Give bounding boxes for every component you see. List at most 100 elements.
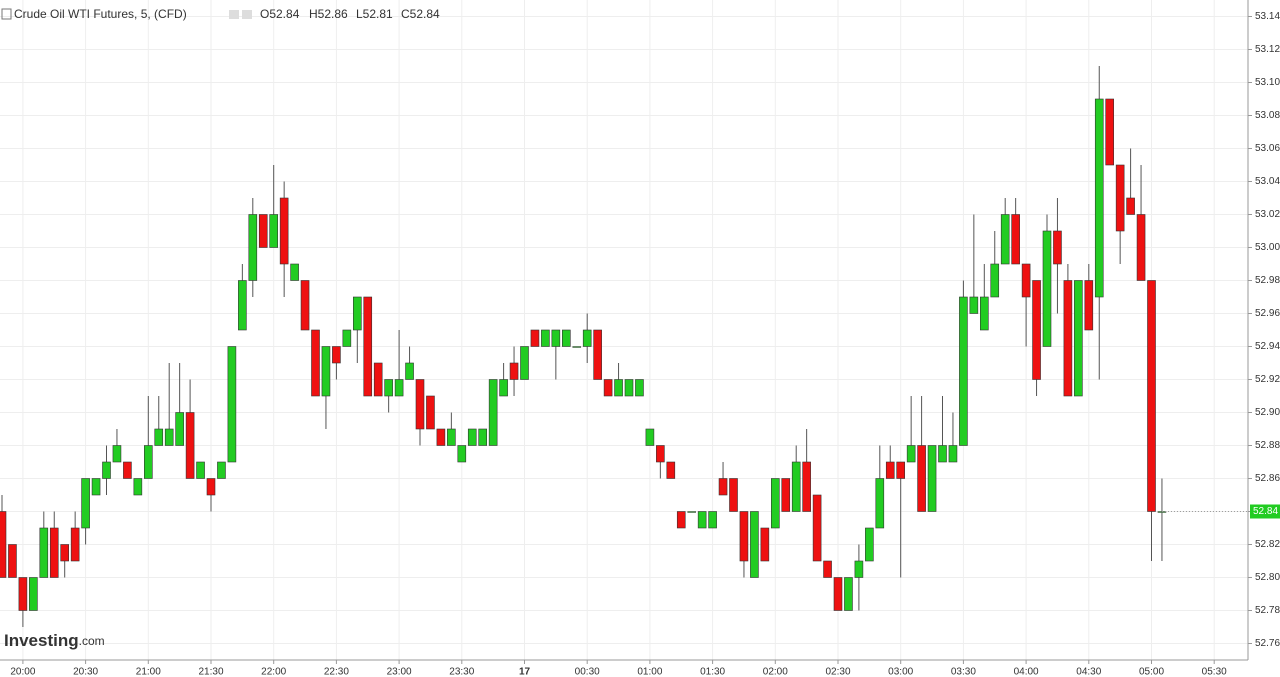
x-tick-label: 20:30: [73, 667, 98, 677]
candle-body: [729, 478, 738, 512]
candle-body: [791, 461, 801, 512]
candle-body: [1084, 280, 1094, 331]
candle-body: [1147, 280, 1156, 512]
x-tick-label: 03:00: [888, 667, 913, 677]
watermark-brand: Investing: [4, 631, 79, 650]
candle-body: [520, 346, 529, 380]
candle-body: [1042, 230, 1052, 347]
candle-body: [1032, 280, 1041, 380]
y-tick-label: 53.14: [1255, 11, 1280, 22]
candle-body: [676, 511, 686, 529]
candle-body: [279, 197, 289, 265]
close-icon[interactable]: [242, 10, 252, 19]
candle-body: [39, 527, 49, 578]
ohlc-close: C52.84: [401, 7, 440, 21]
candle-body: [457, 445, 467, 463]
x-tick-label: 04:00: [1014, 667, 1039, 677]
ohlc-open: O52.84: [260, 7, 300, 21]
candle-body: [1094, 98, 1104, 298]
x-tick-label: 05:30: [1202, 667, 1227, 677]
candle-body: [624, 379, 634, 397]
candle-body: [8, 544, 17, 578]
candle-body: [844, 577, 853, 611]
candle-body: [990, 263, 1000, 298]
ohlc-low: L52.81: [356, 7, 393, 21]
y-tick-label: 52.78: [1255, 605, 1280, 616]
candle-body: [760, 527, 770, 562]
candle-body: [415, 379, 425, 430]
candle-body: [969, 296, 979, 314]
last-price-label: 52.84: [1253, 506, 1278, 517]
candle-body: [603, 379, 613, 397]
candle-body: [1074, 280, 1083, 397]
candle-body: [269, 214, 279, 248]
candle-body: [1105, 98, 1114, 166]
candle-body: [447, 428, 456, 446]
candle-body: [572, 346, 582, 348]
candle-body: [499, 379, 508, 397]
ohlc-high: H52.86: [309, 7, 348, 21]
candle-body: [311, 329, 320, 397]
x-tick-label: 05:00: [1139, 667, 1164, 677]
y-tick-label: 53.00: [1255, 242, 1280, 253]
candle-body: [112, 445, 122, 463]
candle-body: [708, 511, 717, 529]
y-tick-label: 53.08: [1255, 110, 1280, 121]
watermark: Investing.com: [4, 631, 105, 650]
x-tick-label: 22:30: [324, 667, 349, 677]
candle-body: [823, 560, 832, 578]
y-tick-label: 53.04: [1255, 176, 1280, 187]
candle-body: [1126, 197, 1135, 215]
candle-body: [467, 428, 477, 446]
candle-body: [885, 461, 895, 479]
candle-body: [373, 362, 383, 397]
candle-body: [802, 461, 811, 512]
candle-body: [478, 428, 488, 446]
candle-body: [781, 478, 791, 512]
candle-body: [363, 296, 373, 397]
candle-body: [133, 478, 143, 496]
candle-body: [206, 478, 216, 496]
candle-body: [332, 346, 341, 364]
candle-body: [739, 511, 749, 562]
x-tick-label: 01:30: [700, 667, 725, 677]
collapse-icon[interactable]: [1, 8, 12, 20]
candle-body: [593, 329, 602, 380]
candle-body: [342, 329, 352, 347]
candle-body: [488, 379, 498, 446]
y-tick-label: 52.98: [1255, 275, 1280, 286]
y-tick-label: 52.76: [1255, 638, 1280, 649]
y-tick-label: 52.88: [1255, 440, 1280, 451]
candle-body: [70, 527, 80, 562]
candle-body: [770, 478, 780, 529]
candle-body: [635, 379, 644, 397]
candle-body: [1021, 263, 1031, 298]
candle-body: [405, 362, 414, 380]
candle-body: [217, 461, 226, 479]
candle-body: [384, 379, 393, 397]
candle-body: [938, 445, 947, 463]
x-tick-label: 04:30: [1076, 667, 1101, 677]
x-tick-label: 23:00: [387, 667, 412, 677]
candle-body: [687, 511, 697, 513]
x-tick-label: 02:30: [825, 667, 850, 677]
x-tick-label: 17: [519, 667, 531, 677]
candle-body: [551, 329, 561, 347]
instrument-title: Crude Oil WTI Futures, 5, (CFD): [14, 7, 187, 21]
candles: [0, 66, 1167, 627]
candle-body: [81, 478, 90, 529]
candle-body: [394, 379, 404, 397]
x-tick-label: 22:00: [261, 667, 286, 677]
candle-body: [865, 527, 874, 562]
candle-body: [718, 478, 728, 496]
settings-icon[interactable]: [229, 10, 239, 19]
x-tick-label: 03:30: [951, 667, 976, 677]
candle-body: [697, 511, 707, 529]
y-tick-label: 53.02: [1255, 209, 1280, 220]
candle-body: [948, 445, 958, 463]
candle-body: [582, 329, 592, 347]
candle-body: [614, 379, 623, 397]
candle-body: [927, 445, 937, 512]
